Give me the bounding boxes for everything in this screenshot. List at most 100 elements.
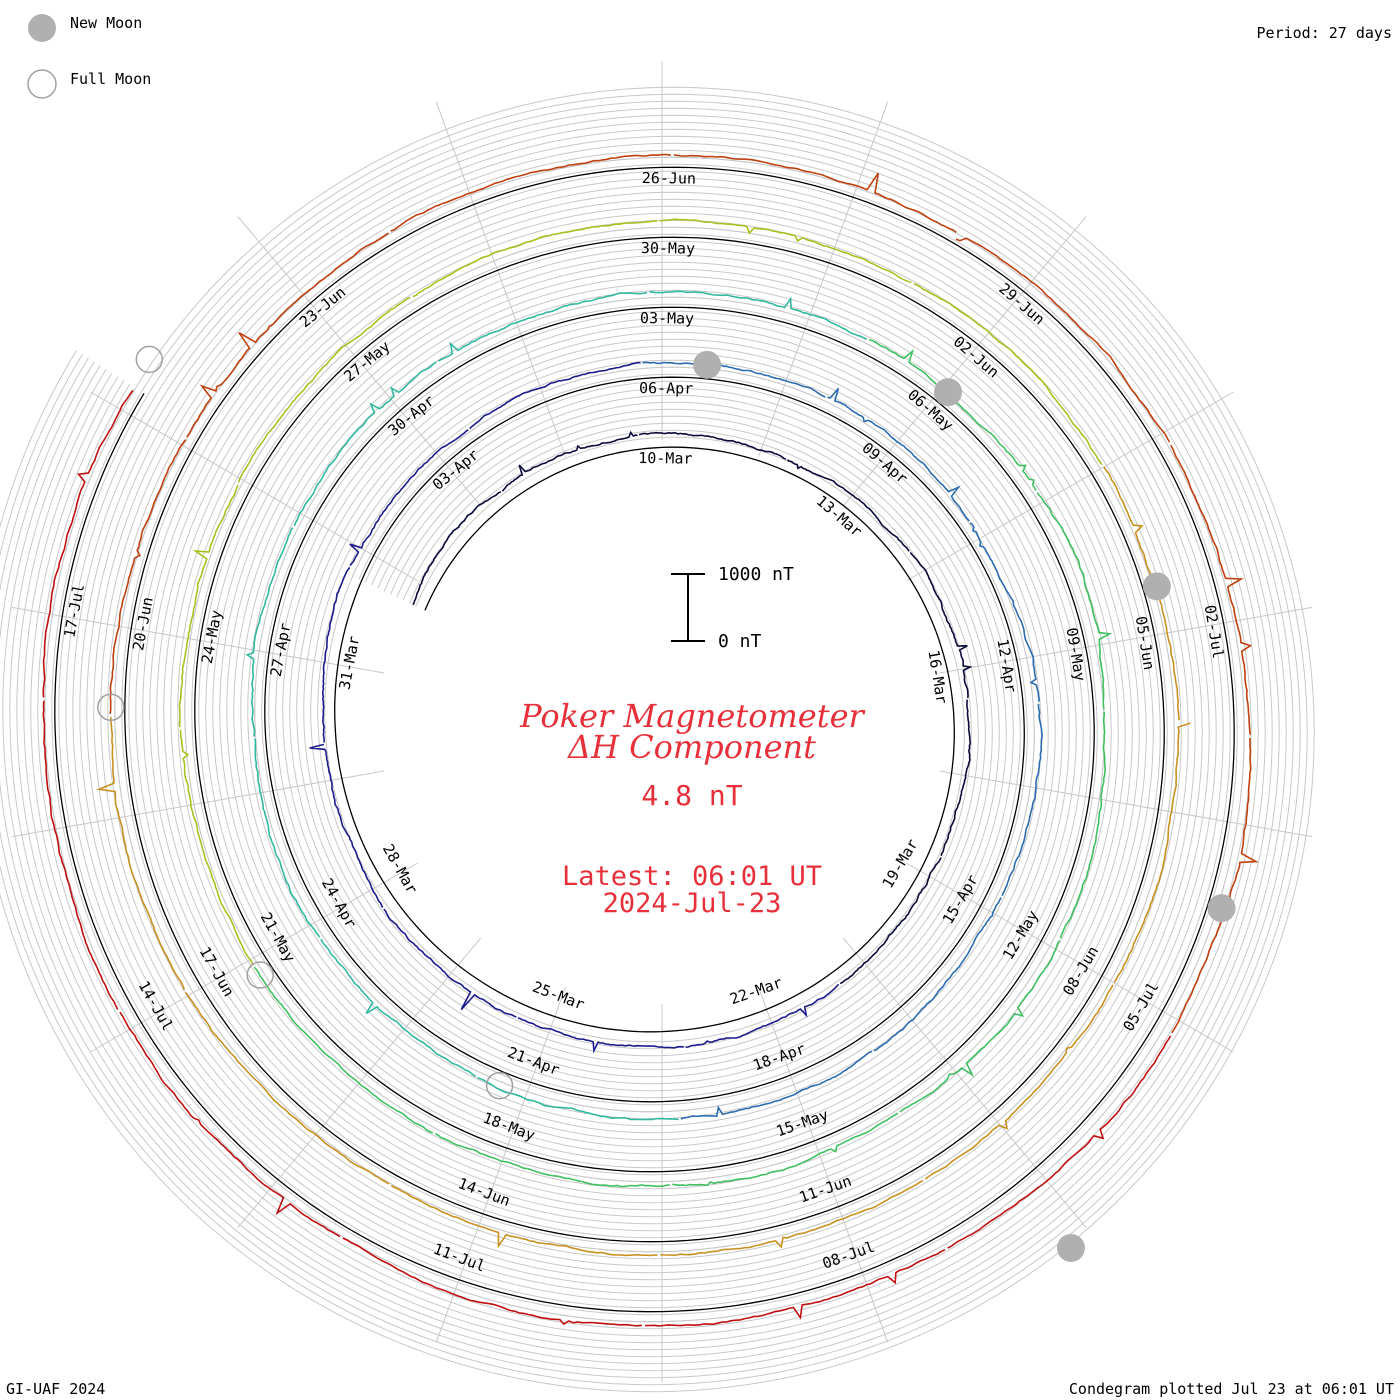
scale-top-label: 1000 nT [718,564,794,585]
date-tick-label: 17-Jul [60,582,88,639]
date-tick-label: 02-Jun [950,333,1003,382]
delta-h-trace-segment [827,387,970,522]
delta-h-trace-segment [501,430,638,492]
date-tick-label: 12-Apr [993,637,1020,693]
radial-spoke [757,986,889,1343]
delta-h-trace-segment [237,296,411,483]
delta-h-trace-segment [1059,711,1107,939]
date-tick-label: 03-May [640,309,694,328]
delta-h-trace-segment [1113,722,1191,983]
radial-spoke [905,391,1234,582]
date-tick-label: 26-Jun [642,169,696,188]
delta-h-trace-segment [786,459,910,552]
delta-h-trace-segment [969,522,1041,702]
footer-credit: GI-UAF 2024 [6,1380,105,1398]
date-tick-label: 20-Jun [129,595,157,652]
full-moon-legend-icon [27,69,57,99]
date-tick-label: 31-Mar [336,634,364,691]
radial-spoke [435,986,567,1343]
guide-spiral [0,86,1315,1393]
delta-h-trace-segment [390,1184,658,1257]
date-tick-label: 29-Jun [995,280,1048,329]
delta-h-trace-segment [672,1112,899,1187]
radial-spoke [939,606,1313,674]
date-tick-label: 19-Mar [879,836,922,892]
delta-h-trace-segment [119,1011,341,1238]
date-tick-label: 05-Jun [1132,615,1159,671]
delta-h-trace-segment [873,897,1002,1052]
delta-h-trace-segment [434,1132,670,1188]
delta-h-trace-segment [685,983,840,1048]
delta-h-trace-segment [649,290,867,340]
baseline-spiral-path [54,166,1235,1313]
guide-spiral [0,93,1308,1386]
delta-h-trace-segment [390,153,671,232]
guide-spiral [30,142,1259,1337]
delta-h-trace-segment [412,491,502,606]
full-moon-marker [135,345,164,374]
radial-spoke [842,216,1087,507]
delta-h-trace-segment [477,1076,679,1121]
full-moon-marker [97,693,125,721]
date-tick-label: 16-Mar [924,649,951,705]
period-label: Period: 27 days [1257,24,1392,42]
guide-spiral [0,100,1301,1379]
date-tick-label: 28-Mar [379,841,421,897]
radial-spoke [11,770,385,838]
date-tick-label: 23-Jun [296,283,349,331]
delta-h-trace-segment [642,361,826,398]
delta-h-trace-segment [913,283,1103,466]
date-tick-label: 10-Mar [638,449,692,468]
chart-subtitle: ΔH Component [566,728,816,766]
delta-h-trace-segment [1036,492,1113,710]
delta-h-trace-segment [184,992,390,1185]
new-moon-marker [934,378,963,407]
guide-spiral [23,135,1266,1344]
delta-h-trace-segment [673,154,957,234]
delta-h-trace-segment [940,699,972,857]
guide-spiral [37,149,1252,1330]
delta-h-trace-segment [839,857,942,985]
delta-h-trace-segment [899,940,1061,1113]
delta-h-trace-segment [383,908,517,1018]
delta-h-trace-segment [1170,444,1253,735]
delta-h-trace-segment [320,938,477,1078]
guide-spiral [9,121,1280,1358]
delta-h-trace-segment [659,218,912,284]
date-tick-label: 30-Apr [385,391,438,439]
delta-h-trace-segment [645,1248,946,1327]
new-moon-marker [693,350,722,379]
date-tick-label: 27-May [340,337,393,385]
date-tick-label: 02-Jul [1201,604,1228,660]
scale-bottom-label: 0 nT [718,631,762,652]
radial-spoke [435,101,567,458]
delta-h-trace-segment [186,232,389,438]
delta-h-trace-segment [680,1050,873,1120]
delta-h-trace-segment [245,527,294,737]
date-tick-label: 06-Apr [639,379,693,398]
moon-phase-markers [97,345,1236,1262]
delta-h-trace-segment [909,551,973,698]
delta-h-trace-segment [42,389,134,698]
radial-spoke [11,606,385,674]
new-moon-marker [1207,894,1236,923]
radial-spoke [90,391,419,582]
date-tick-label: 30-May [641,239,695,258]
current-value: 4.8 nT [641,779,742,812]
latest-time: Latest: 06:01 UT [562,861,822,892]
delta-h-trace-segment [469,361,641,430]
latest-date: 2024-Jul-23 [603,888,782,919]
full-moon-marker [485,1071,514,1100]
delta-h-trace-segment [349,429,469,567]
delta-h-trace-segment [955,237,1171,443]
date-tick-label: 25-Mar [530,978,587,1014]
delta-h-trace-segment [1171,737,1259,1034]
delta-h-trace-segment [96,716,186,991]
delta-h-trace-segment [254,738,321,938]
baseline-spiral [54,166,1235,1313]
data-series-layer [42,153,1259,1327]
guide-spiral [0,107,1294,1372]
delta-h-trace-segment [342,1237,642,1327]
delta-h-trace-segment [868,338,1037,491]
